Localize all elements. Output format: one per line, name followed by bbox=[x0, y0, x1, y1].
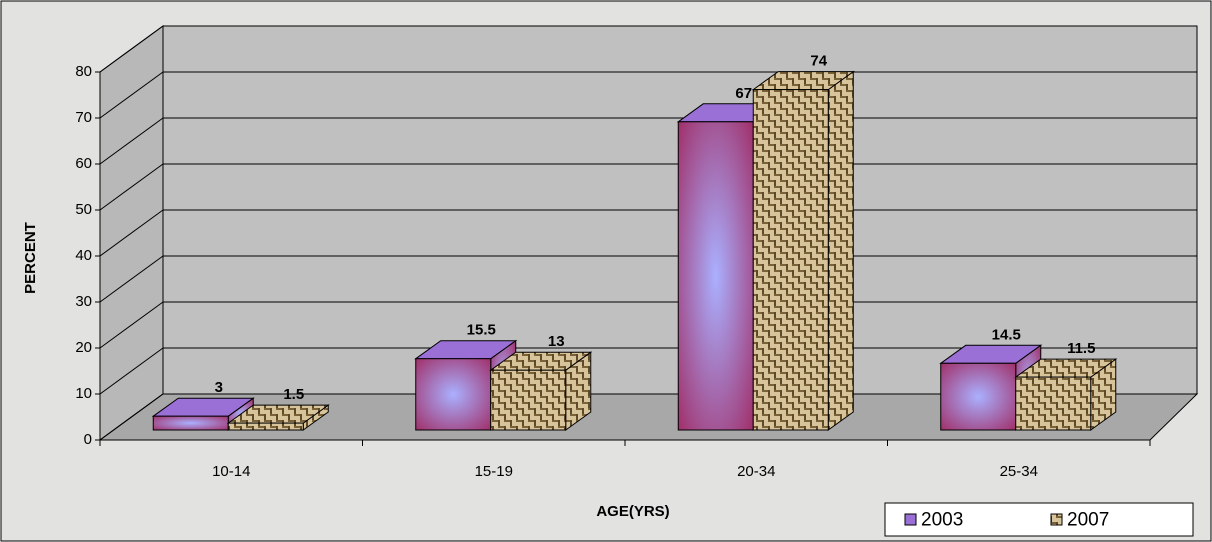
x-axis-label: AGE(YRS) bbox=[596, 503, 669, 520]
y-tick-label: 20 bbox=[75, 339, 92, 356]
grid-line bbox=[99, 209, 164, 257]
bar-front bbox=[227, 422, 304, 431]
value-label: 11.5 bbox=[1067, 340, 1095, 357]
y-axis-label: PERCENT bbox=[22, 222, 39, 294]
y-tick-label: 60 bbox=[75, 155, 92, 172]
y-tick-label: 0 bbox=[84, 431, 92, 448]
x-tick-label: 10-14 bbox=[212, 463, 250, 480]
bar-front bbox=[490, 369, 567, 431]
legend-swatch bbox=[1050, 513, 1063, 526]
value-label: 74 bbox=[810, 53, 827, 70]
x-tick-label: 15-19 bbox=[475, 463, 513, 480]
bar-front bbox=[752, 89, 829, 431]
grid-line bbox=[99, 347, 164, 395]
grid-line bbox=[99, 393, 164, 441]
bar bbox=[151, 397, 255, 431]
legend-swatch bbox=[904, 513, 917, 526]
y-tick-label: 30 bbox=[75, 293, 92, 310]
legend-box bbox=[884, 502, 1194, 537]
bar bbox=[1014, 358, 1118, 431]
grid-line bbox=[99, 163, 164, 211]
grid-line bbox=[99, 71, 164, 119]
bar-front bbox=[1015, 376, 1092, 431]
y-tick-label: 50 bbox=[75, 201, 92, 218]
grid-line bbox=[99, 117, 164, 165]
bar bbox=[489, 351, 593, 431]
legend-label: 2007 bbox=[1067, 510, 1109, 531]
value-label: 1.5 bbox=[283, 386, 304, 403]
bar bbox=[226, 404, 330, 431]
value-label: 3 bbox=[215, 379, 223, 396]
bar-front bbox=[152, 415, 229, 431]
x-tick-label: 25-34 bbox=[1000, 463, 1038, 480]
bar-front bbox=[677, 121, 754, 431]
bar-front bbox=[415, 358, 492, 431]
value-label: 67 bbox=[735, 85, 752, 102]
grid-line bbox=[99, 25, 164, 73]
value-label: 15.5 bbox=[467, 322, 496, 339]
y-tick-label: 70 bbox=[75, 109, 92, 126]
y-tick-label: 80 bbox=[75, 63, 92, 80]
value-label: 13 bbox=[548, 333, 565, 350]
grid-line bbox=[99, 301, 164, 349]
bar-front bbox=[940, 362, 1017, 431]
y-tick-label: 10 bbox=[75, 385, 92, 402]
x-tick-label: 20-34 bbox=[737, 463, 775, 480]
legend-label: 2003 bbox=[921, 510, 963, 531]
y-tick-label: 40 bbox=[75, 247, 92, 264]
bar bbox=[751, 70, 855, 431]
grid-line bbox=[99, 255, 164, 303]
value-label: 14.5 bbox=[992, 326, 1021, 343]
bar-side bbox=[827, 70, 854, 431]
